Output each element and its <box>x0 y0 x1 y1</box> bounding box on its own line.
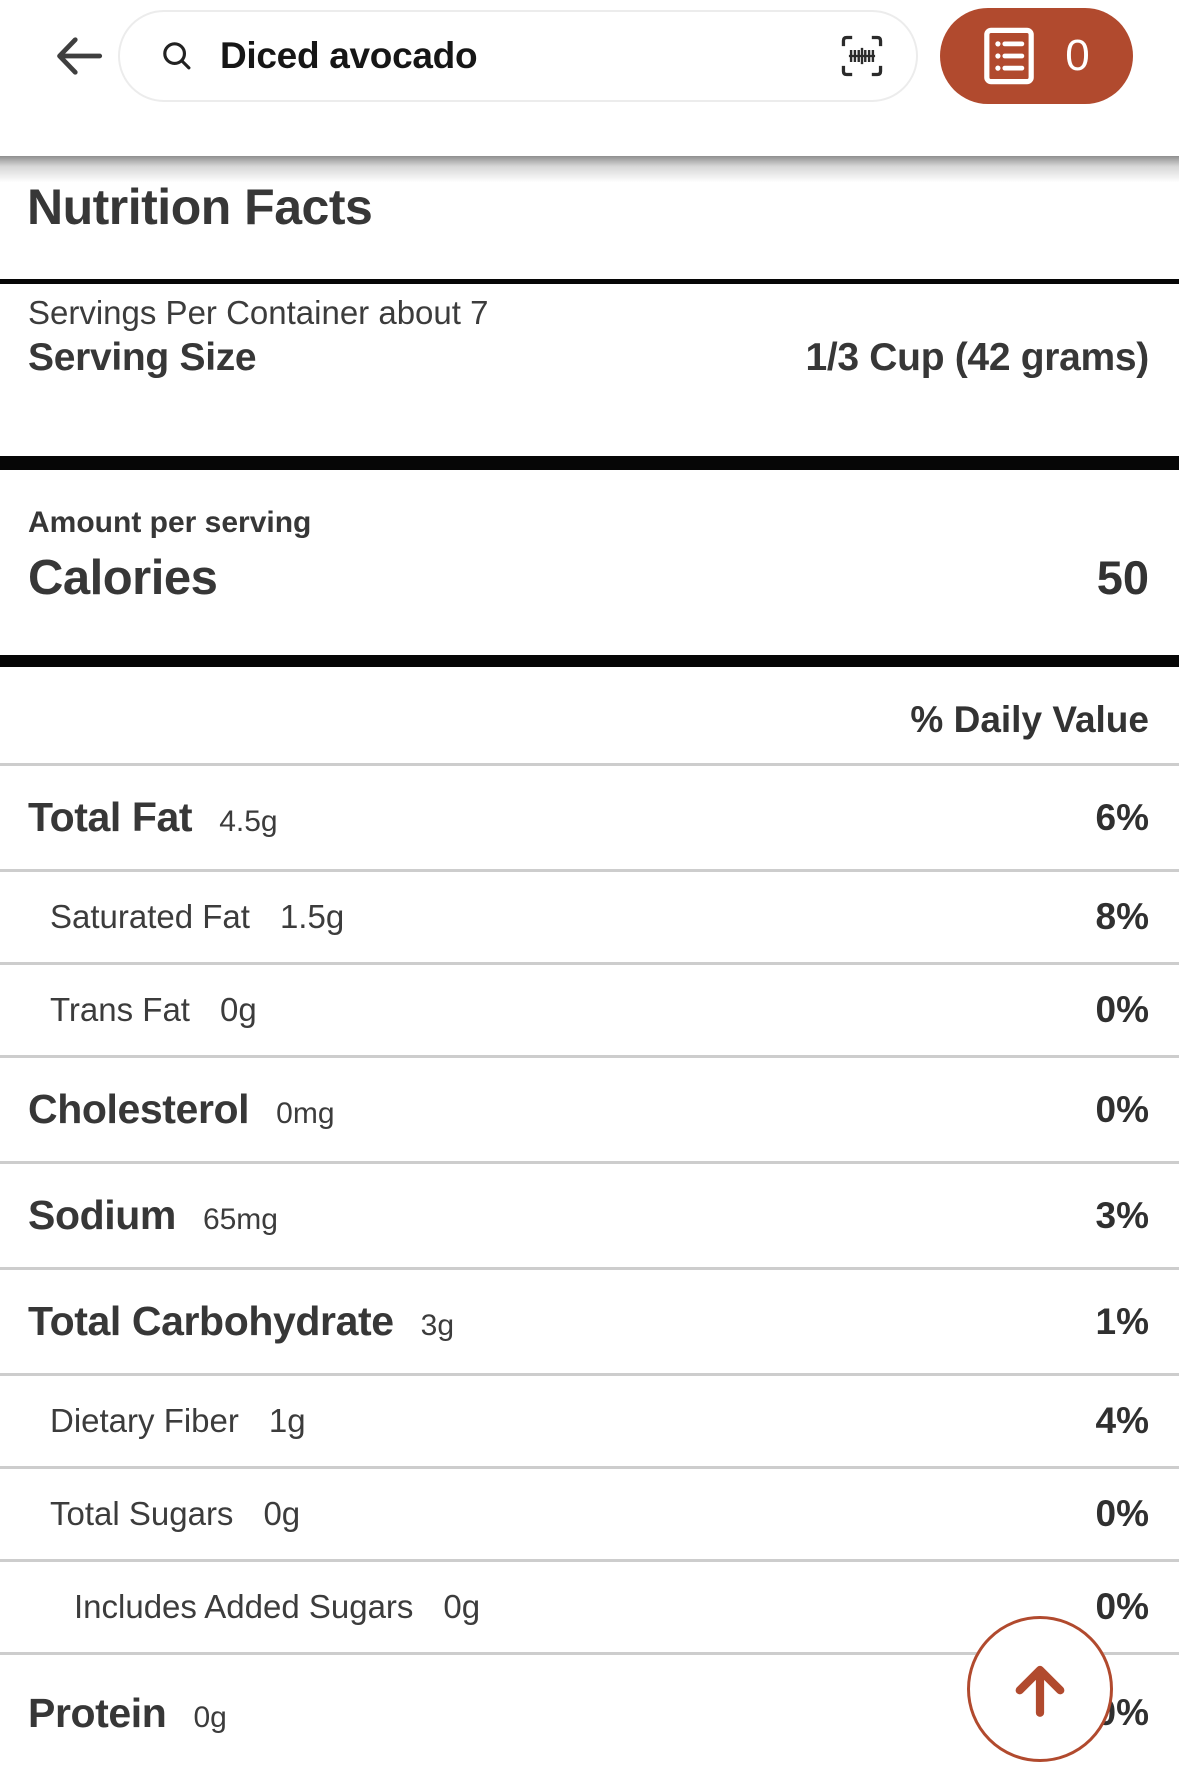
table-row-added-sugars: Includes Added Sugars 0g 0% <box>0 1562 1179 1655</box>
calories-row: Calories 50 <box>0 548 1179 608</box>
nutrient-label: Protein <box>28 1689 167 1736</box>
nutrient-amount: 0g <box>193 1700 227 1734</box>
servings-per-container: Servings Per Container about 7 <box>28 294 489 331</box>
nutrient-amount: 0g <box>443 1588 481 1625</box>
nutrient-amount: 0mg <box>276 1097 335 1130</box>
serving-size-label: Serving Size <box>28 336 257 379</box>
nutrient-amount: 1.5g <box>279 898 345 935</box>
arrow-up-icon <box>1002 1651 1078 1727</box>
nutrient-label: Cholesterol <box>28 1086 250 1132</box>
scroll-to-top-button[interactable] <box>967 1616 1113 1762</box>
shopping-list-button[interactable]: 0 <box>940 8 1133 104</box>
nutrient-label: Sodium <box>28 1192 176 1238</box>
table-row-trans-fat: Trans Fat 0g 0% <box>0 965 1179 1058</box>
header-row: 0 <box>0 8 1179 104</box>
nutrient-label: Saturated Fat <box>50 898 250 935</box>
nutrient-daily-value: 6% <box>1095 796 1149 838</box>
nutrient-daily-value: 0% <box>1095 1088 1149 1130</box>
nutrient-amount: 4.5g <box>219 805 278 838</box>
calories-value: 50 <box>1096 551 1149 604</box>
search-input[interactable] <box>218 34 828 78</box>
nutrient-label: Total Sugars <box>50 1495 234 1532</box>
serving-size-value: 1/3 Cup (42 grams) <box>805 336 1149 379</box>
nutrient-label: Total Fat <box>28 794 193 840</box>
daily-value-header: % Daily Value <box>910 699 1149 740</box>
nutrient-label: Total Carbohydrate <box>28 1298 394 1344</box>
arrow-left-icon <box>49 27 107 85</box>
nutrient-daily-value: 8% <box>1095 896 1149 937</box>
nutrient-daily-value: 0% <box>1095 1493 1149 1534</box>
list-count-badge: 0 <box>1065 31 1090 80</box>
table-row-total-sugars: Total Sugars 0g 0% <box>0 1469 1179 1562</box>
table-row-saturated-fat: Saturated Fat 1.5g 8% <box>0 872 1179 965</box>
nutrient-amount: 3g <box>420 1309 455 1342</box>
nutrient-daily-value: 1% <box>1095 1300 1149 1342</box>
calories-label: Calories <box>28 551 218 605</box>
nutrient-amount: 0g <box>219 991 257 1028</box>
nutrient-daily-value: 0% <box>1095 989 1149 1030</box>
divider-thick-black <box>0 456 1179 470</box>
table-row-total-fat: Total Fat 4.5g 6% <box>0 766 1179 872</box>
magnifier-icon <box>158 37 196 75</box>
nutrient-label: Includes Added Sugars <box>74 1588 414 1625</box>
nutrient-amount: 1g <box>268 1402 306 1439</box>
divider-thin-black <box>0 279 1179 284</box>
nutrient-label: Dietary Fiber <box>50 1402 239 1439</box>
search-bar[interactable] <box>118 10 918 102</box>
barcode-scan-icon <box>838 32 886 80</box>
nutrient-daily-value: 4% <box>1095 1400 1149 1441</box>
nutrient-amount: 65mg <box>202 1203 278 1236</box>
nutrient-label: Trans Fat <box>50 991 190 1028</box>
amount-per-serving-label: Amount per serving <box>28 506 312 539</box>
nutrient-daily-value: 0% <box>1095 1586 1149 1627</box>
table-row-cholesterol: Cholesterol 0mg 0% <box>0 1058 1179 1164</box>
back-button[interactable] <box>46 24 110 88</box>
header-shadow <box>0 156 1179 186</box>
table-row-sodium: Sodium 65mg 3% <box>0 1164 1179 1270</box>
nutrient-daily-value: 3% <box>1095 1194 1149 1236</box>
app-header: 0 <box>0 0 1179 156</box>
table-row-dietary-fiber: Dietary Fiber 1g 4% <box>0 1376 1179 1469</box>
list-icon <box>983 26 1035 86</box>
nutrient-table: Total Fat 4.5g 6% Saturated Fat 1.5g 8% … <box>0 763 1179 1769</box>
serving-size-row: Serving Size 1/3 Cup (42 grams) <box>0 334 1179 382</box>
barcode-scan-button[interactable] <box>838 32 886 80</box>
divider-thick-black <box>0 655 1179 667</box>
nutrient-amount: 0g <box>263 1495 301 1532</box>
page-title: Nutrition Facts <box>27 179 373 235</box>
table-row-total-carbohydrate: Total Carbohydrate 3g 1% <box>0 1270 1179 1376</box>
